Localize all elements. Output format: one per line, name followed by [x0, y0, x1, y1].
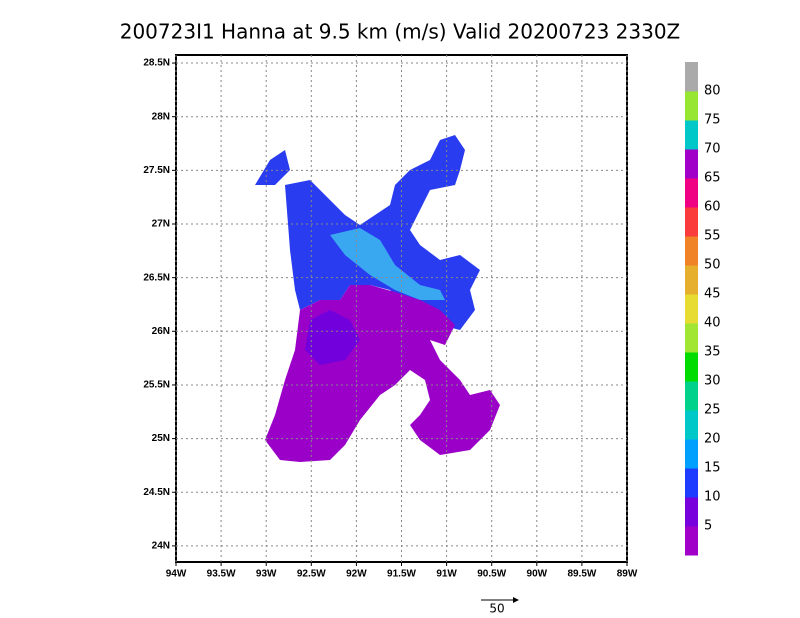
colorbar-segment — [685, 207, 698, 237]
field-blob — [285, 135, 480, 330]
colorbar-label: 30 — [704, 374, 721, 389]
x-tick-label: 92.5W — [297, 569, 326, 580]
y-tick-label: 28N — [152, 111, 170, 122]
colorbar-label: 65 — [704, 171, 721, 186]
colorbar-segment — [685, 120, 698, 150]
colorbar-segment — [685, 526, 698, 556]
chart-title: 200723I1 Hanna at 9.5 km (m/s) Valid 202… — [120, 20, 681, 44]
colorbar-segment — [685, 294, 698, 324]
colorbar-segment — [685, 178, 698, 208]
colorbar-label: 75 — [704, 113, 721, 128]
y-tick-label: 27N — [152, 219, 170, 230]
colorbar-label: 55 — [704, 229, 721, 244]
field-blob — [255, 150, 290, 185]
colorbar-segment — [685, 410, 698, 440]
colorbar-label: 35 — [704, 345, 721, 360]
vector-scale-label: 50 — [489, 602, 504, 616]
x-tick-label: 89.5W — [567, 569, 596, 580]
colorbar-segment — [685, 236, 698, 266]
colorbar-segment — [685, 323, 698, 353]
x-tick-label: 91W — [436, 569, 457, 580]
x-tick-label: 93.5W — [207, 569, 236, 580]
x-tick-label: 91.5W — [387, 569, 416, 580]
y-tick-label: 25.5N — [143, 380, 170, 391]
colorbar-label: 5 — [704, 519, 712, 534]
y-tick-label: 28.5N — [143, 58, 170, 69]
colorbar-label: 45 — [704, 287, 721, 302]
colorbar-label: 80 — [704, 84, 721, 99]
x-tick-label: 89W — [617, 569, 638, 580]
colorbar-label: 70 — [704, 142, 721, 157]
field-blob — [330, 228, 445, 300]
x-tick-label: 90.5W — [477, 569, 506, 580]
colorbar-segment — [685, 468, 698, 498]
field-blob — [305, 310, 360, 365]
colorbar-segment — [685, 497, 698, 527]
x-tick-label: 94W — [166, 569, 187, 580]
colorbar-label: 20 — [704, 432, 721, 447]
colorbar-segment — [685, 381, 698, 411]
vector-scale-arrowhead — [513, 597, 519, 603]
y-tick-label: 27.5N — [143, 165, 170, 176]
x-tick-label: 92W — [346, 569, 367, 580]
colorbar-segment — [685, 265, 698, 295]
y-tick-label: 26.5N — [143, 272, 170, 283]
y-tick-label: 26N — [152, 326, 170, 337]
colorbar-label: 25 — [704, 403, 721, 418]
colorbar-segment — [685, 91, 698, 121]
colorbar-label: 10 — [704, 490, 721, 505]
colorbar-segment — [685, 149, 698, 179]
colorbar-segment — [685, 62, 698, 92]
x-tick-label: 90W — [527, 569, 548, 580]
colorbar-segment — [685, 439, 698, 469]
y-tick-label: 25N — [152, 433, 170, 444]
y-tick-label: 24.5N — [143, 487, 170, 498]
x-tick-label: 93W — [256, 569, 277, 580]
colorbar-label: 50 — [704, 258, 721, 273]
wind-field — [255, 135, 500, 462]
colorbar-label: 60 — [704, 200, 721, 215]
colorbar-segment — [685, 352, 698, 382]
y-tick-label: 24N — [152, 541, 170, 552]
colorbar-label: 15 — [704, 461, 721, 476]
colorbar-label: 40 — [704, 316, 721, 331]
